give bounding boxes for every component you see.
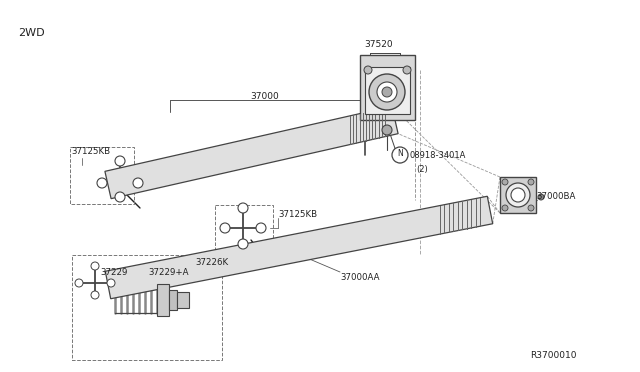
- Text: 08918-3401A: 08918-3401A: [410, 151, 467, 160]
- Text: R3700010: R3700010: [530, 351, 577, 360]
- Text: N: N: [397, 149, 403, 158]
- Text: 37229: 37229: [100, 268, 127, 277]
- Circle shape: [364, 66, 372, 74]
- Bar: [169, 290, 177, 310]
- Circle shape: [506, 183, 530, 207]
- Circle shape: [256, 223, 266, 233]
- Circle shape: [369, 74, 405, 110]
- Circle shape: [502, 179, 508, 185]
- Text: 37000BA: 37000BA: [536, 192, 575, 201]
- Circle shape: [377, 82, 397, 102]
- Circle shape: [75, 279, 83, 287]
- Text: 37125KB: 37125KB: [71, 147, 110, 156]
- Circle shape: [502, 205, 508, 211]
- Circle shape: [97, 178, 107, 188]
- Polygon shape: [106, 196, 493, 299]
- Bar: [72, 255, 222, 360]
- Text: 37000AA: 37000AA: [340, 273, 380, 282]
- Polygon shape: [105, 106, 398, 199]
- Circle shape: [220, 223, 230, 233]
- Bar: [360, 55, 415, 120]
- Bar: [365, 67, 410, 114]
- Circle shape: [392, 147, 408, 163]
- Circle shape: [115, 192, 125, 202]
- Text: 37520: 37520: [364, 40, 392, 49]
- Circle shape: [382, 87, 392, 97]
- Text: 37229+A: 37229+A: [148, 268, 189, 277]
- Circle shape: [511, 188, 525, 202]
- Circle shape: [107, 279, 115, 287]
- Circle shape: [238, 203, 248, 213]
- Circle shape: [403, 66, 411, 74]
- Circle shape: [91, 262, 99, 270]
- Circle shape: [538, 194, 544, 200]
- Bar: [157, 284, 169, 316]
- Circle shape: [238, 239, 248, 249]
- Circle shape: [528, 179, 534, 185]
- Circle shape: [91, 291, 99, 299]
- Circle shape: [133, 178, 143, 188]
- Text: 37000: 37000: [250, 92, 279, 101]
- Text: 2WD: 2WD: [18, 28, 45, 38]
- Circle shape: [528, 205, 534, 211]
- Text: 37226K: 37226K: [195, 258, 228, 267]
- Bar: [500, 177, 536, 213]
- Bar: [70, 147, 134, 204]
- Text: (2): (2): [416, 165, 428, 174]
- Circle shape: [115, 156, 125, 166]
- Circle shape: [382, 125, 392, 135]
- Text: 37125KB: 37125KB: [278, 210, 317, 219]
- Bar: [177, 292, 189, 308]
- Bar: [215, 205, 273, 260]
